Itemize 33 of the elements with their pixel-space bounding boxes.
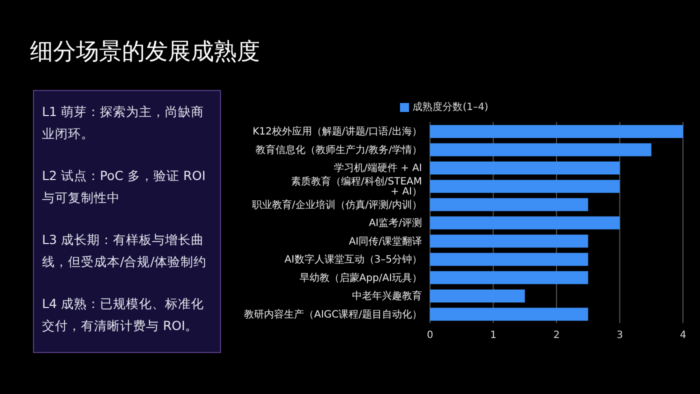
x-tick-label: 2 xyxy=(553,330,560,342)
y-tick-label: AI同传/课堂翻译 xyxy=(348,235,422,248)
y-tick-label: 教研内容生产（AIGC课程/题目自动化） xyxy=(244,308,422,320)
bar xyxy=(430,308,588,321)
bar xyxy=(430,271,588,284)
y-tick-label: 学习机/端硬件 + AI xyxy=(334,162,422,174)
y-tick-label: 职业教育/企业培训（仿真/评测/内训） xyxy=(252,198,422,211)
y-tick-label: 素质教育（编程/科创/STEAM + AI） xyxy=(291,176,422,198)
bar xyxy=(430,234,588,248)
y-tick-label: K12校外应用（解题/讲题/口语/出海） xyxy=(252,126,422,138)
bar xyxy=(430,143,652,156)
text: L2 试点：PoC 多，验证 ROI 与可复制性中 xyxy=(42,167,207,207)
bar xyxy=(430,198,588,212)
y-tick-label: AI数字人课堂互动（3–5分钟） xyxy=(284,254,422,266)
bar xyxy=(430,162,620,175)
legend-label: 成熟度分数(1–4) xyxy=(412,102,488,113)
x-tick-label: 3 xyxy=(616,330,623,342)
bar xyxy=(430,180,620,193)
text: L3 成长期：有样板与增长曲线，但受成本/合规/体验制约 xyxy=(42,231,208,271)
text: L1 萌芽：探索为主，尚缺商业闭环。 xyxy=(42,103,205,143)
bar xyxy=(430,216,620,230)
x-tick-label: 0 xyxy=(426,330,434,342)
x-tick-label: 4 xyxy=(680,330,686,342)
bar xyxy=(430,125,683,138)
text: L4 成熟：已规模化、标准化交付，有清晰计费与 ROI。 xyxy=(42,295,205,335)
bar xyxy=(430,252,588,266)
y-tick-label: AI监考/评测 xyxy=(368,217,422,230)
y-tick-label: 早幼教（启蒙App/AI玩具） xyxy=(299,272,422,284)
text: 细分场景的发展成熟度 xyxy=(30,38,260,67)
y-tick-label: 中老年兴趣教育 xyxy=(352,290,422,302)
bar xyxy=(430,289,525,302)
x-tick-label: 1 xyxy=(490,330,496,342)
y-tick-label: 教育信息化（教师生产力/教务/学情） xyxy=(255,144,422,156)
